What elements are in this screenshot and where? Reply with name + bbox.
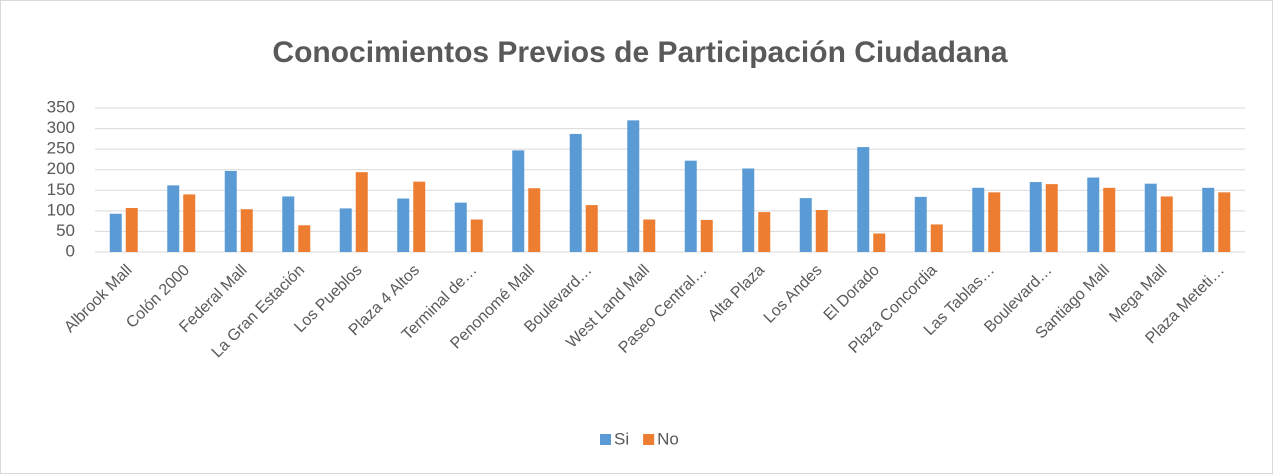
bar — [512, 150, 525, 252]
bar — [815, 210, 828, 252]
bar — [282, 196, 295, 252]
bar — [700, 219, 713, 252]
y-tick-label: 150 — [47, 180, 75, 199]
bar — [684, 160, 697, 252]
bar — [742, 168, 755, 252]
y-tick-label: 50 — [56, 221, 75, 240]
bar — [1160, 196, 1173, 252]
y-tick-label: 0 — [66, 241, 75, 260]
bar — [1218, 192, 1231, 252]
bar — [528, 188, 541, 252]
bar — [1087, 177, 1100, 252]
bar — [125, 207, 138, 252]
bar — [1103, 187, 1116, 252]
bar — [799, 198, 812, 252]
bar — [1045, 184, 1058, 252]
chart-title: Conocimientos Previos de Participación C… — [272, 36, 1007, 69]
bar — [585, 205, 598, 252]
bar — [413, 181, 426, 252]
y-tick-label: 300 — [47, 118, 75, 137]
bar — [109, 213, 122, 252]
bar — [758, 212, 771, 252]
y-tick-label: 350 — [47, 97, 75, 116]
legend-label: Si — [614, 429, 629, 448]
bar — [240, 209, 253, 252]
bar — [224, 170, 237, 252]
bar — [298, 225, 311, 252]
bar — [1202, 187, 1215, 252]
bar — [355, 172, 368, 252]
y-tick-label: 100 — [47, 200, 75, 219]
legend-swatch — [643, 434, 655, 445]
bar — [914, 196, 927, 252]
bar — [643, 219, 656, 252]
y-tick-label: 200 — [47, 159, 75, 178]
bar — [470, 219, 483, 252]
bar — [569, 133, 582, 252]
bar — [930, 224, 943, 252]
bar — [339, 208, 352, 252]
bar — [397, 198, 410, 252]
bar — [183, 194, 196, 252]
bar — [873, 233, 886, 252]
bar — [454, 202, 467, 252]
bar — [1029, 182, 1042, 252]
bar — [857, 147, 870, 252]
bar — [972, 187, 985, 252]
bar — [1144, 183, 1157, 252]
bar — [627, 120, 640, 252]
bar — [167, 185, 180, 252]
legend-label: No — [657, 429, 679, 448]
y-tick-label: 250 — [47, 139, 75, 158]
bar — [988, 192, 1001, 252]
legend-swatch — [600, 434, 611, 445]
